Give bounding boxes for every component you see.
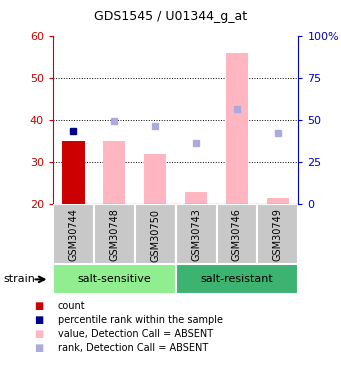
- Text: percentile rank within the sample: percentile rank within the sample: [58, 315, 223, 325]
- Text: GDS1545 / U01344_g_at: GDS1545 / U01344_g_at: [94, 10, 247, 23]
- Bar: [62, 141, 85, 204]
- Text: GSM30750: GSM30750: [150, 209, 160, 262]
- Bar: [53, 204, 94, 264]
- Text: GSM30743: GSM30743: [191, 209, 201, 261]
- Bar: [185, 192, 207, 204]
- Text: strain: strain: [3, 274, 35, 284]
- Text: rank, Detection Call = ABSENT: rank, Detection Call = ABSENT: [58, 344, 208, 353]
- Text: GSM30748: GSM30748: [109, 209, 119, 261]
- Text: GSM30746: GSM30746: [232, 209, 242, 261]
- Bar: [53, 264, 176, 294]
- Text: GSM30749: GSM30749: [273, 209, 283, 261]
- Bar: [257, 204, 298, 264]
- Bar: [103, 141, 125, 204]
- Bar: [217, 204, 257, 264]
- Bar: [176, 204, 217, 264]
- Text: count: count: [58, 301, 86, 310]
- Text: ■: ■: [34, 315, 43, 325]
- Text: ■: ■: [34, 301, 43, 310]
- Bar: [94, 204, 135, 264]
- Bar: [135, 204, 176, 264]
- Bar: [226, 53, 248, 204]
- Text: ■: ■: [34, 344, 43, 353]
- Text: GSM30744: GSM30744: [68, 209, 78, 261]
- Text: salt-resistant: salt-resistant: [201, 274, 273, 284]
- Text: ■: ■: [34, 329, 43, 339]
- Bar: [176, 264, 298, 294]
- Bar: [267, 198, 289, 204]
- Text: value, Detection Call = ABSENT: value, Detection Call = ABSENT: [58, 329, 213, 339]
- Text: salt-sensitive: salt-sensitive: [77, 274, 151, 284]
- Bar: [144, 154, 166, 204]
